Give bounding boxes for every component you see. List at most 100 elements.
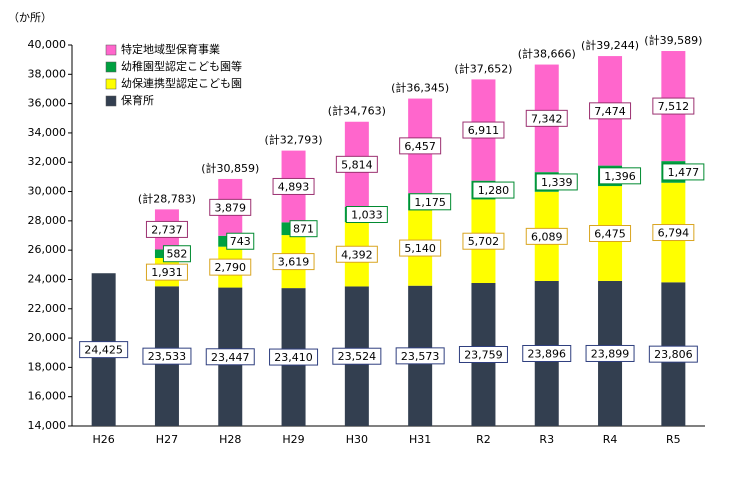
value-label: 7,474 [594, 105, 626, 118]
value-label: 871 [293, 223, 314, 236]
value-label: 5,140 [404, 242, 436, 255]
value-label-box [462, 121, 505, 139]
value-label-box [205, 348, 255, 366]
value-label-box [599, 167, 642, 185]
y-tick-label: 20,000 [28, 331, 67, 344]
y-tick-label: 30,000 [28, 185, 67, 198]
x-tick-label: H28 [219, 433, 241, 446]
value-label: 1,280 [478, 184, 510, 197]
value-label-box [226, 232, 255, 250]
value-label-box [145, 263, 188, 281]
value-label: 1,477 [668, 166, 700, 179]
value-label-box [585, 344, 635, 362]
value-label-box [209, 258, 252, 276]
value-label: 1,175 [414, 196, 446, 209]
value-label: 1,033 [351, 209, 383, 222]
value-label: 4,893 [278, 180, 310, 193]
total-label: (計38,666) [518, 47, 576, 61]
value-label: 1,396 [604, 170, 636, 183]
legend-swatch [105, 78, 117, 90]
value-label-box [652, 224, 695, 242]
y-tick-label: 16,000 [28, 390, 67, 403]
value-label: 2,737 [151, 223, 183, 236]
value-label: 1,339 [541, 176, 573, 189]
value-label: 7,342 [531, 112, 563, 125]
legend-label: 幼保連携型認定こども園 [121, 76, 242, 90]
x-tick-label: H31 [409, 433, 431, 446]
value-label-box [399, 137, 442, 155]
value-label-box [535, 173, 578, 191]
y-tick-label: 22,000 [28, 302, 67, 315]
value-label: 6,457 [404, 140, 436, 153]
x-tick-label: H27 [156, 433, 178, 446]
value-label-box [458, 345, 508, 363]
legend-swatch [105, 61, 117, 73]
value-label: 23,573 [401, 350, 440, 363]
y-tick-label: 32,000 [28, 155, 67, 168]
value-label-box [209, 198, 252, 216]
value-label: 23,899 [591, 347, 630, 360]
value-label: 7,512 [658, 100, 690, 113]
y-tick-label: 26,000 [28, 243, 67, 256]
value-label-box [462, 232, 505, 250]
value-label: 24,425 [84, 344, 123, 357]
value-label: 1,931 [151, 266, 183, 279]
y-tick-label: 40,000 [28, 38, 67, 51]
legend-label: 特定地域型保育事業 [121, 42, 220, 56]
x-tick-label: R5 [666, 433, 681, 446]
legend-swatch [105, 95, 117, 107]
value-label-box [589, 102, 632, 120]
x-tick-label: H26 [93, 433, 115, 446]
value-label: 23,896 [528, 347, 567, 360]
value-label-box [395, 347, 445, 365]
value-label-box [142, 347, 192, 365]
value-label-box [652, 97, 695, 115]
value-label: 23,533 [148, 350, 187, 363]
value-label: 6,794 [658, 227, 690, 240]
y-tick-label: 36,000 [28, 97, 67, 110]
value-label-box [345, 206, 388, 224]
y-tick-label: 14,000 [28, 419, 67, 432]
value-label: 6,911 [468, 124, 500, 137]
total-label: (計30,859) [201, 161, 259, 175]
y-tick-label: 24,000 [28, 272, 67, 285]
value-label-box [409, 193, 452, 211]
x-tick-label: R4 [603, 433, 618, 446]
value-label-box [525, 109, 568, 127]
x-tick-label: H30 [346, 433, 368, 446]
total-label: (計37,652) [454, 61, 512, 75]
value-label: 6,475 [594, 227, 626, 240]
value-label-box [272, 177, 315, 195]
value-label: 23,759 [464, 348, 503, 361]
total-label: (計28,783) [138, 191, 196, 205]
x-tick-label: R3 [539, 433, 554, 446]
total-label: (計36,345) [391, 81, 449, 95]
value-label-box [522, 344, 572, 362]
y-tick-label: 28,000 [28, 214, 67, 227]
value-label-box [335, 155, 378, 173]
x-tick-label: R2 [476, 433, 491, 446]
total-label: (計39,589) [644, 33, 702, 47]
y-unit-label: （か所） [8, 11, 52, 24]
value-label: 3,879 [215, 201, 247, 214]
value-label-box [648, 345, 698, 363]
value-label: 2,790 [215, 261, 247, 274]
y-tick-label: 38,000 [28, 67, 67, 80]
total-label: (計39,244) [581, 38, 639, 52]
value-label: 23,806 [654, 348, 693, 361]
y-tick-label: 18,000 [28, 360, 67, 373]
value-label-box [472, 181, 515, 199]
value-label-box [289, 220, 318, 238]
legend-label: 保育所 [121, 93, 154, 107]
value-label-box [335, 245, 378, 263]
value-label-box [79, 341, 129, 359]
value-label: 23,410 [274, 351, 313, 364]
value-label: 4,392 [341, 248, 373, 261]
value-label: 5,814 [341, 158, 373, 171]
value-label-box [269, 348, 319, 366]
value-label-box [332, 347, 382, 365]
value-label-box [589, 224, 632, 242]
value-label: 5,702 [468, 235, 500, 248]
value-label-box [399, 239, 442, 257]
y-tick-label: 34,000 [28, 126, 67, 139]
